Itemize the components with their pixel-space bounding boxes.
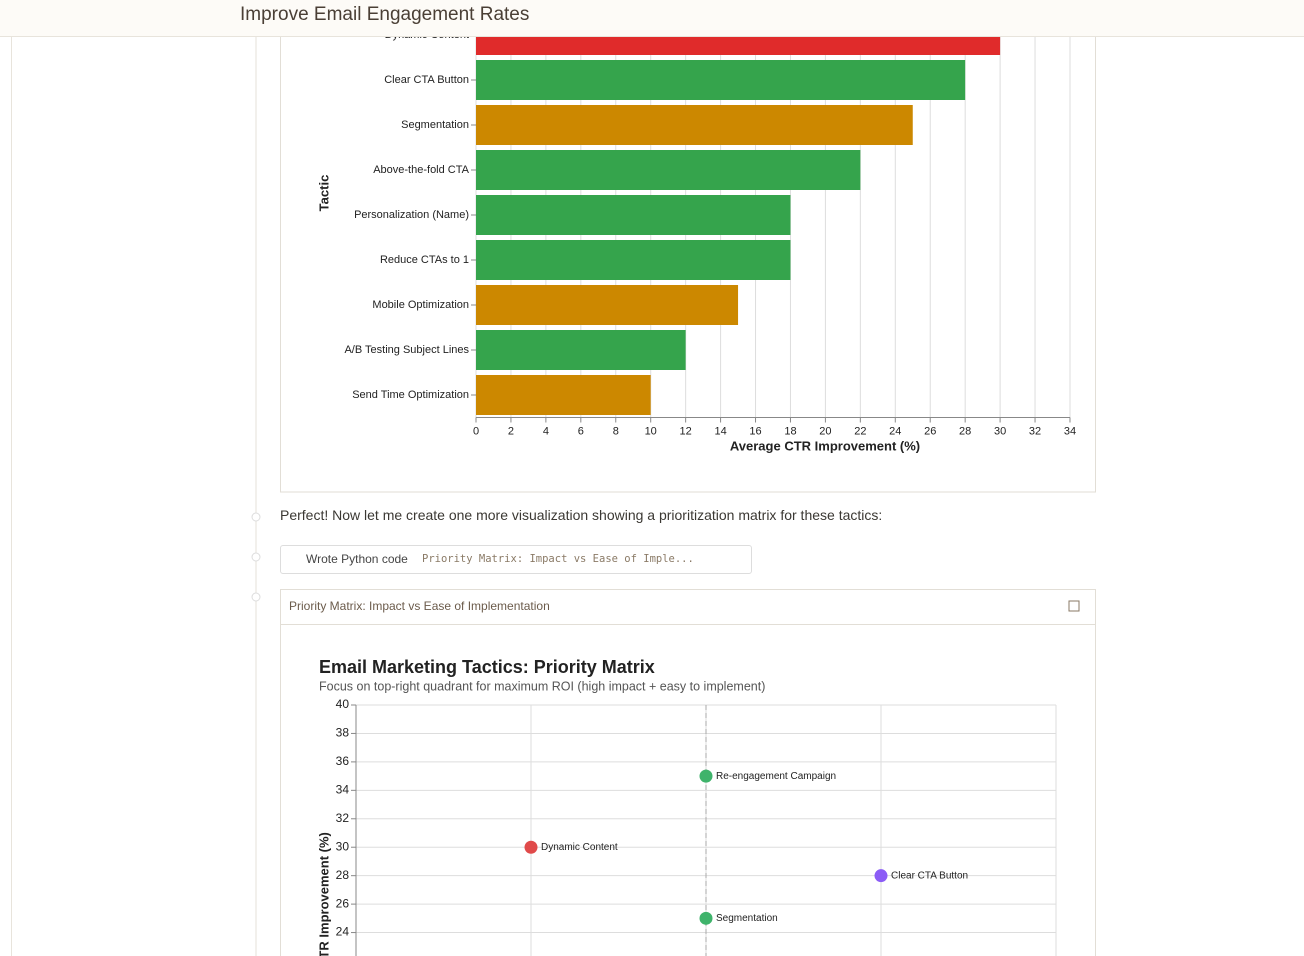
- x-tick-label: 18: [784, 425, 796, 437]
- y-tick-label: 24: [336, 925, 350, 939]
- point-label: Clear CTA Button: [891, 870, 968, 881]
- conversation-title: Improve Email Engagement Rates: [240, 4, 530, 25]
- x-tick-label: 0: [473, 425, 479, 437]
- tool-label: Wrote Python code: [306, 552, 408, 566]
- y-tick-label: 34: [336, 783, 350, 797]
- bar: [476, 60, 966, 100]
- sidebar-border: [11, 36, 12, 956]
- point-label: Segmentation: [716, 913, 778, 924]
- y-tick-label: Personalization (Name): [354, 209, 469, 221]
- x-tick-label: 10: [645, 425, 657, 437]
- y-tick-label: 36: [336, 754, 350, 768]
- y-tick-label: Above-the-fold CTA: [373, 164, 469, 176]
- y-tick-label: Mobile Optimization: [372, 299, 469, 311]
- x-tick-label: 30: [994, 425, 1006, 437]
- x-tick-label: 6: [578, 425, 584, 437]
- y-tick-label: 28: [336, 868, 350, 882]
- timeline-dot: [251, 512, 261, 522]
- x-tick-label: 32: [1029, 425, 1041, 437]
- bar: [476, 240, 791, 280]
- y-tick-label: 26: [336, 896, 350, 910]
- bar: [476, 375, 651, 415]
- chart-subtitle: Focus on top-right quadrant for maximum …: [319, 679, 765, 693]
- x-tick-label: 28: [959, 425, 971, 437]
- x-tick-label: 22: [854, 425, 866, 437]
- bar: [476, 285, 739, 325]
- y-tick-label: 30: [336, 839, 350, 853]
- x-tick-label: 4: [543, 425, 549, 437]
- x-tick-label: 20: [819, 425, 831, 437]
- x-axis-label: Average CTR Improvement (%): [730, 438, 920, 453]
- point: [699, 911, 713, 925]
- y-tick-label: 40: [336, 697, 350, 711]
- y-tick-label: 38: [336, 726, 350, 740]
- x-tick-label: 24: [889, 425, 901, 437]
- artifact-title[interactable]: Priority Matrix: Impact vs Ease of Imple…: [289, 599, 550, 613]
- bar: [476, 330, 686, 370]
- point-label: Re-engagement Campaign: [716, 771, 836, 782]
- open-icon[interactable]: [1068, 600, 1080, 612]
- x-tick-label: 16: [749, 425, 761, 437]
- timeline-dot: [251, 552, 261, 562]
- tool-chip[interactable]: Wrote Python code Priority Matrix: Impact…: [280, 545, 752, 574]
- x-tick-label: 26: [924, 425, 936, 437]
- y-axis-label: Tactic: [316, 175, 331, 212]
- x-tick-label: 12: [680, 425, 692, 437]
- bar: [476, 150, 861, 190]
- x-tick-label: 8: [613, 425, 619, 437]
- bar: [476, 195, 791, 235]
- x-tick-label: 2: [508, 425, 514, 437]
- y-tick-label: A/B Testing Subject Lines: [344, 344, 469, 356]
- chart-title: Email Marketing Tactics: Priority Matrix: [319, 657, 655, 677]
- y-axis-label: CTR Improvement (%): [316, 832, 331, 956]
- assistant-message: Perfect! Now let me create one more visu…: [280, 507, 883, 523]
- tool-detail: Priority Matrix: Impact vs Ease of Imple…: [422, 553, 694, 565]
- point-label: Dynamic Content: [541, 842, 618, 853]
- y-tick-label: Clear CTA Button: [384, 74, 469, 86]
- point: [874, 869, 888, 883]
- y-tick-label: Segmentation: [401, 119, 469, 131]
- x-tick-label: 34: [1064, 425, 1076, 437]
- y-tick-label: Send Time Optimization: [352, 389, 469, 401]
- point: [699, 769, 713, 783]
- bar: [476, 105, 913, 145]
- x-tick-label: 14: [714, 425, 726, 437]
- y-tick-label: 32: [336, 811, 350, 825]
- y-tick-label: Reduce CTAs to 1: [380, 254, 469, 266]
- artifact-card: [280, 589, 1096, 956]
- header: Improve Email Engagement Rates: [0, 0, 1304, 37]
- timeline-dot: [251, 592, 261, 602]
- point: [524, 840, 538, 854]
